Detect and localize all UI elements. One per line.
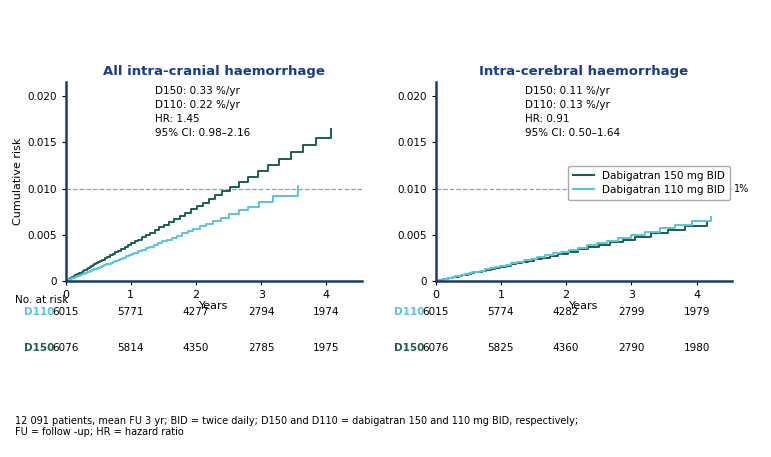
Text: 2794: 2794 xyxy=(248,307,274,317)
Y-axis label: Cumulative risk: Cumulative risk xyxy=(12,138,22,225)
Text: 1975: 1975 xyxy=(313,344,340,353)
Text: Rates of intracranial haemorrhage and cerebral haemorrhage were low for
both dos: Rates of intracranial haemorrhage and ce… xyxy=(115,20,656,48)
Text: 1974: 1974 xyxy=(313,307,340,317)
X-axis label: Years: Years xyxy=(569,302,599,312)
Title: Intra-cerebral haemorrhage: Intra-cerebral haemorrhage xyxy=(480,65,689,78)
Text: 4360: 4360 xyxy=(553,344,579,353)
Text: D150: 0.11 %/yr
D110: 0.13 %/yr
HR: 0.91
95% CI: 0.50–1.64: D150: 0.11 %/yr D110: 0.13 %/yr HR: 0.91… xyxy=(524,86,620,138)
Text: 1980: 1980 xyxy=(683,344,710,353)
Text: D150: D150 xyxy=(394,344,425,353)
Text: 6015: 6015 xyxy=(52,307,79,317)
Text: 5814: 5814 xyxy=(117,344,144,353)
Text: 5825: 5825 xyxy=(487,344,514,353)
Text: D110: D110 xyxy=(24,307,55,317)
Text: 5771: 5771 xyxy=(117,307,144,317)
Text: 4350: 4350 xyxy=(183,344,209,353)
Text: 6076: 6076 xyxy=(52,344,79,353)
Legend: Dabigatran 150 mg BID, Dabigatran 110 mg BID: Dabigatran 150 mg BID, Dabigatran 110 mg… xyxy=(567,166,730,200)
Text: 6076: 6076 xyxy=(423,344,449,353)
Text: 5774: 5774 xyxy=(487,307,514,317)
Text: 2785: 2785 xyxy=(248,344,274,353)
Text: D150: D150 xyxy=(24,344,55,353)
Text: D150: 0.33 %/yr
D110: 0.22 %/yr
HR: 1.45
95% CI: 0.98–2.16: D150: 0.33 %/yr D110: 0.22 %/yr HR: 1.45… xyxy=(154,86,250,138)
Text: 2790: 2790 xyxy=(618,344,645,353)
Text: 12 091 patients, mean FU 3 yr; BID = twice daily; D150 and D110 = dabigatran 150: 12 091 patients, mean FU 3 yr; BID = twi… xyxy=(15,416,578,437)
Text: 4277: 4277 xyxy=(183,307,209,317)
Title: All intra-cranial haemorrhage: All intra-cranial haemorrhage xyxy=(103,65,325,78)
Text: 1%: 1% xyxy=(735,184,749,194)
Text: 1979: 1979 xyxy=(683,307,710,317)
Text: No. at risk: No. at risk xyxy=(15,295,69,305)
Text: 4282: 4282 xyxy=(553,307,579,317)
X-axis label: Years: Years xyxy=(199,302,229,312)
Text: 6015: 6015 xyxy=(423,307,449,317)
Text: D110: D110 xyxy=(394,307,425,317)
Text: 2799: 2799 xyxy=(618,307,645,317)
